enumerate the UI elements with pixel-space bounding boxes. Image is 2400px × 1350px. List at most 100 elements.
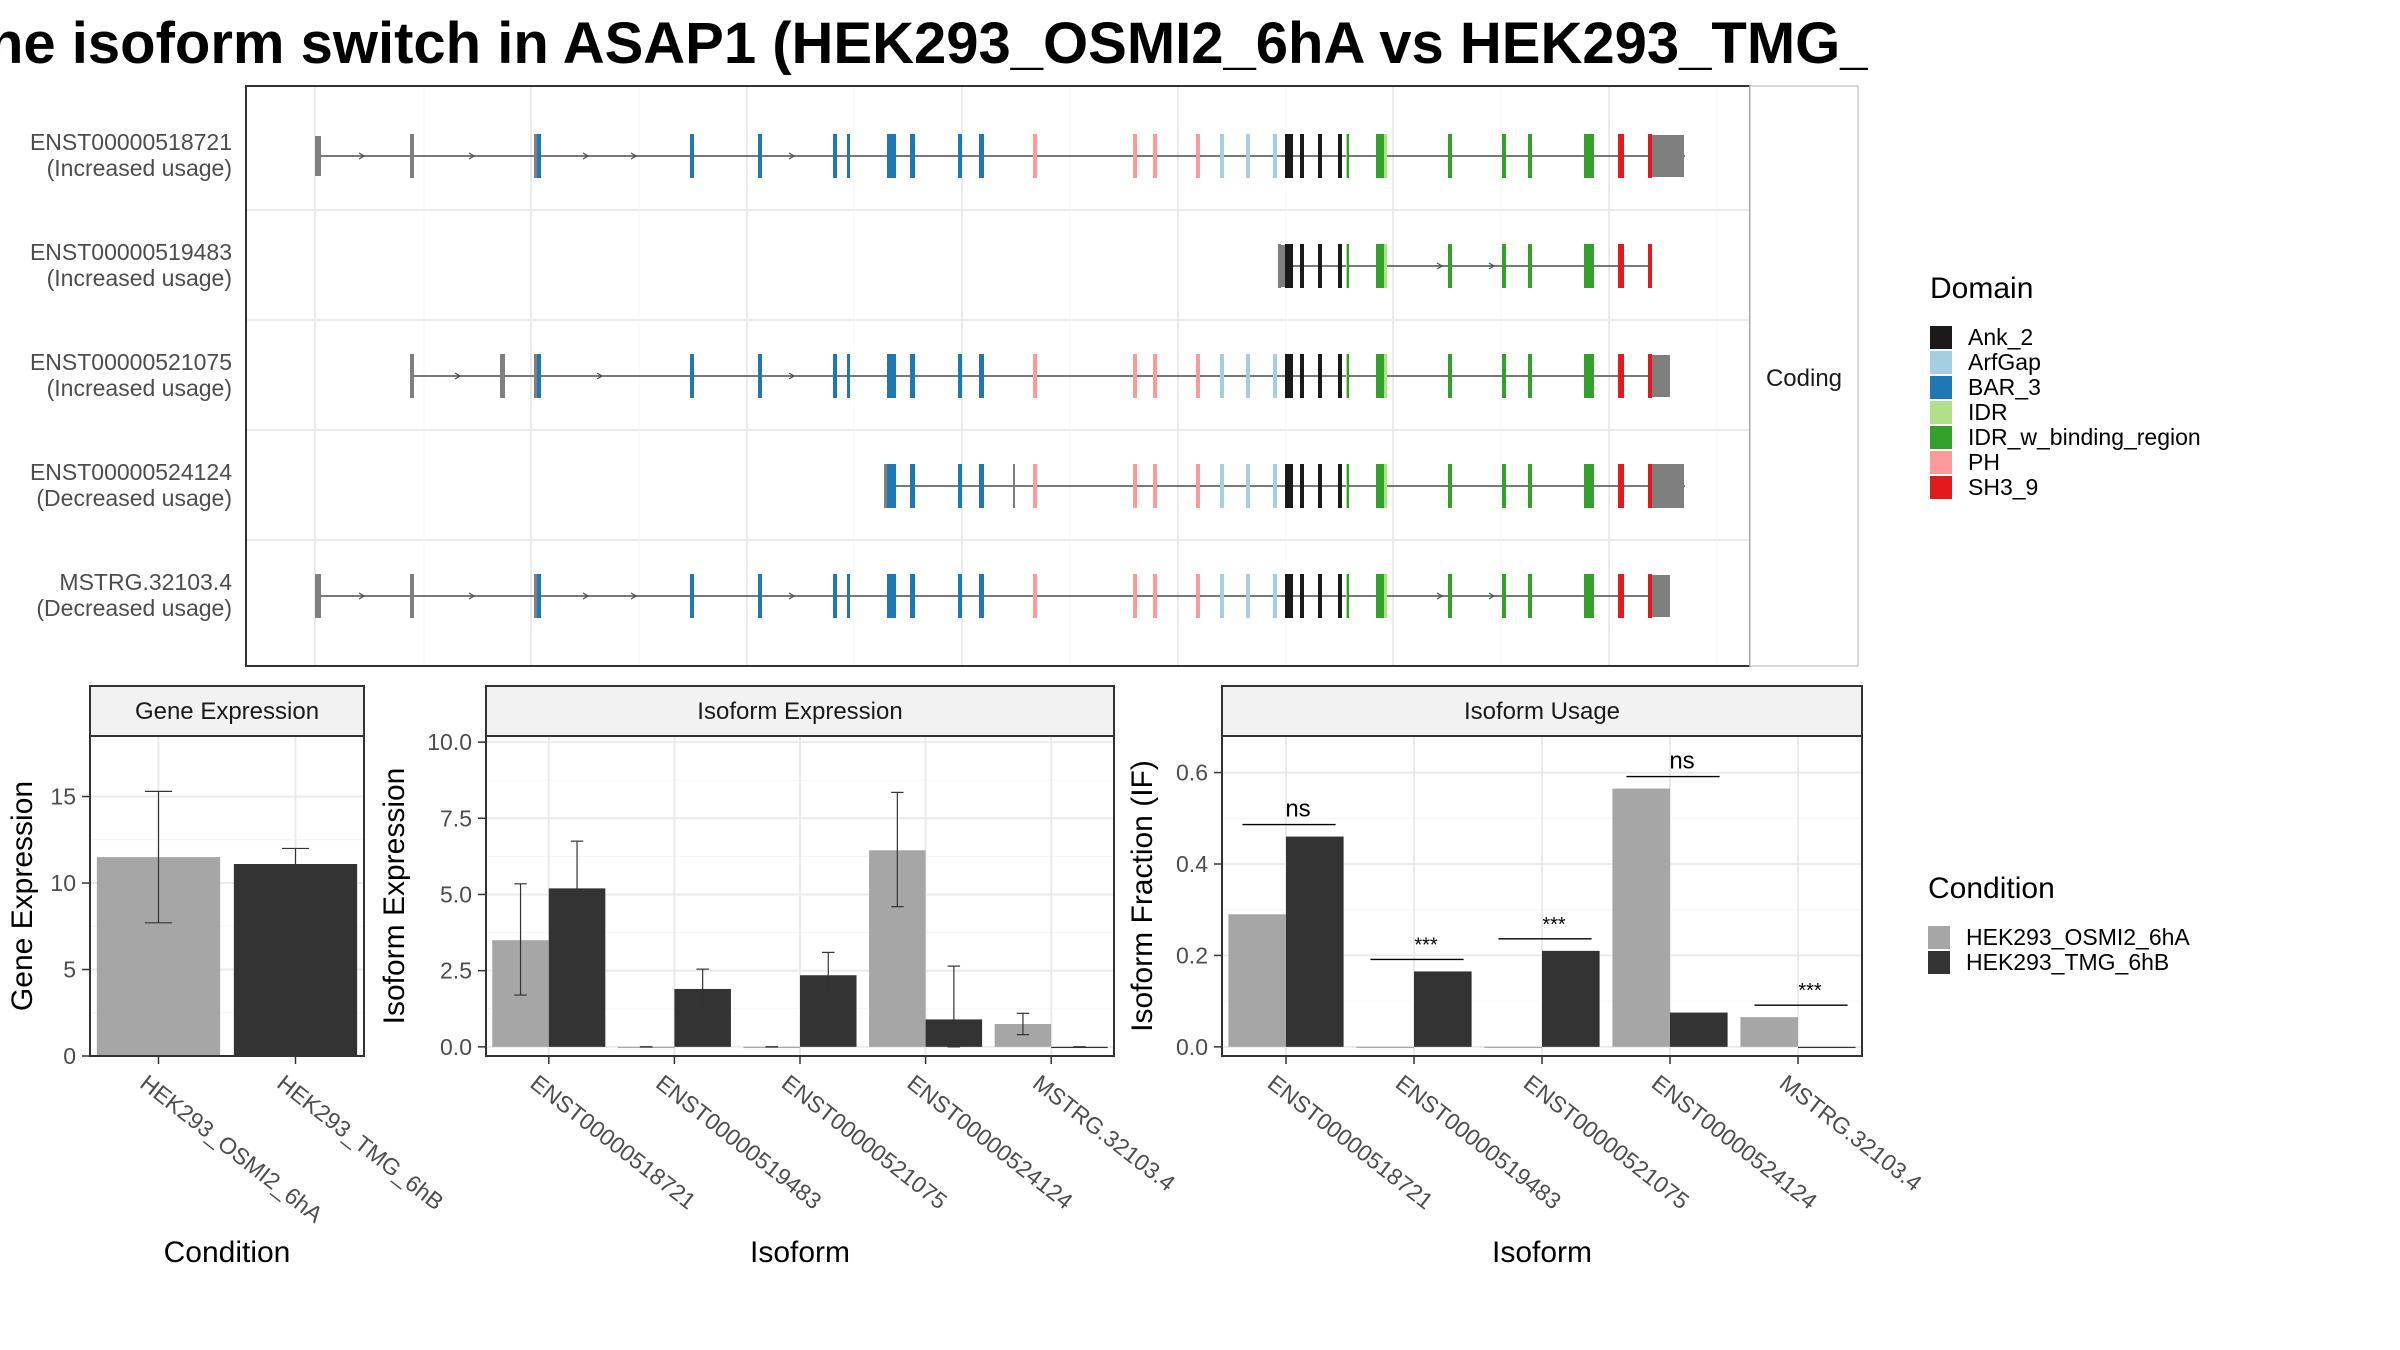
strand-arrow (358, 152, 366, 160)
cds-exon (1246, 354, 1250, 398)
isoform-label: ENST00000521075 (30, 349, 232, 375)
bar (1740, 1017, 1798, 1047)
cds-exon (758, 574, 762, 618)
domain-legend-swatch (1930, 376, 1952, 399)
cds-exon (1033, 574, 1037, 618)
y-tick-label: 0.0 (440, 1034, 472, 1060)
cds-exon (1196, 134, 1200, 178)
cds-exon (1273, 574, 1277, 618)
domain-legend-label: Ank_2 (1968, 324, 2033, 350)
cds-exon (833, 354, 837, 398)
condition-legend-label: HEK293_TMG_6hB (1966, 949, 2169, 975)
cds-exon (534, 134, 538, 178)
cds-exon (1196, 464, 1200, 508)
cds-exon (1502, 354, 1506, 398)
cds-exon (690, 574, 694, 618)
transcript-row (410, 354, 1670, 398)
y-axis-title: Gene Expression (6, 781, 39, 1011)
cds-exon (1618, 574, 1624, 618)
cds-exon (1338, 574, 1342, 618)
bar (1542, 950, 1600, 1047)
cds-exon (1502, 244, 1506, 288)
cds-exon (1384, 244, 1387, 288)
cds-exon (1584, 464, 1594, 508)
cds-exon (1285, 354, 1293, 398)
cds-exon (1318, 354, 1322, 398)
bar (1286, 836, 1344, 1047)
cds-exon (1502, 464, 1506, 508)
y-tick-label: 0.4 (1176, 851, 1208, 877)
y-axis-title: Isoform Expression (378, 768, 411, 1025)
cds-exon (410, 134, 413, 178)
cds-exon (887, 464, 896, 508)
cds-exon (1448, 574, 1452, 618)
cds-exon (690, 354, 694, 398)
cds-exon (1196, 354, 1200, 398)
x-axis-title: Isoform (1492, 1236, 1592, 1269)
cds-exon (1584, 354, 1594, 398)
cds-exon (1033, 464, 1037, 508)
domain-legend-label: IDR_w_binding_region (1968, 424, 2201, 450)
condition-legend-label: HEK293_OSMI2_6hA (1966, 924, 2190, 950)
cds-exon (1584, 574, 1594, 618)
strand-arrow (1436, 262, 1444, 270)
cds-exon (534, 574, 538, 618)
page-title: he isoform switch in ASAP1 (HEK293_OSMI2… (0, 11, 1868, 76)
cds-exon (1196, 574, 1200, 618)
cds-exon (690, 134, 694, 178)
cds-exon (1618, 134, 1624, 178)
cds-exon (1300, 354, 1304, 398)
cds-exon (1033, 134, 1037, 178)
utr-exon (1650, 135, 1684, 177)
strip-title: Isoform Usage (1464, 698, 1620, 725)
utr-exon (1650, 355, 1670, 397)
cds-exon (1273, 134, 1277, 178)
cds-exon (1300, 464, 1304, 508)
cds-exon (1448, 464, 1452, 508)
strand-arrow (468, 592, 476, 600)
cds-exon (1448, 134, 1452, 178)
condition-legend-swatch (1928, 951, 1950, 974)
domain-legend-swatch (1930, 351, 1952, 374)
cds-exon (410, 574, 413, 618)
usage-label: (Decreased usage) (36, 485, 232, 511)
cds-exon (1133, 574, 1137, 618)
cds-exon (1618, 354, 1624, 398)
bar (1228, 914, 1286, 1047)
cds-exon (958, 134, 962, 178)
cds-exon (1285, 464, 1293, 508)
cds-exon (1347, 354, 1349, 398)
usage-label: (Increased usage) (47, 375, 232, 401)
bar (994, 1024, 1052, 1047)
cds-exon (1448, 354, 1452, 398)
usage-label: (Increased usage) (47, 155, 232, 181)
strand-arrow (454, 372, 462, 380)
cds-exon (1502, 574, 1506, 618)
cds-exon (847, 574, 850, 618)
cds-exon (1300, 574, 1304, 618)
cds-exon (1347, 134, 1349, 178)
cds-exon (1133, 134, 1137, 178)
cds-exon (1220, 134, 1224, 178)
significance-label: ns (1669, 748, 1694, 775)
cds-exon (910, 574, 915, 618)
y-tick-label: 7.5 (440, 805, 472, 831)
domain-legend-label: ArfGap (1968, 349, 2041, 375)
cds-exon (502, 354, 505, 398)
condition-legend-swatch (1928, 926, 1950, 949)
strand-arrow (1488, 262, 1496, 270)
cds-exon (833, 134, 837, 178)
cds-exon (1318, 244, 1322, 288)
strand-arrow (788, 152, 796, 160)
cds-exon (910, 134, 915, 178)
cds-exon (833, 574, 837, 618)
cds-exon (910, 464, 915, 508)
y-tick-label: 5.0 (440, 881, 472, 907)
cds-exon (1376, 574, 1386, 618)
strip-title: Gene Expression (135, 698, 319, 725)
cds-exon (537, 574, 541, 618)
cds-exon (537, 134, 541, 178)
strand-arrow (788, 372, 796, 380)
cds-exon (1584, 244, 1594, 288)
cds-exon (1338, 354, 1342, 398)
